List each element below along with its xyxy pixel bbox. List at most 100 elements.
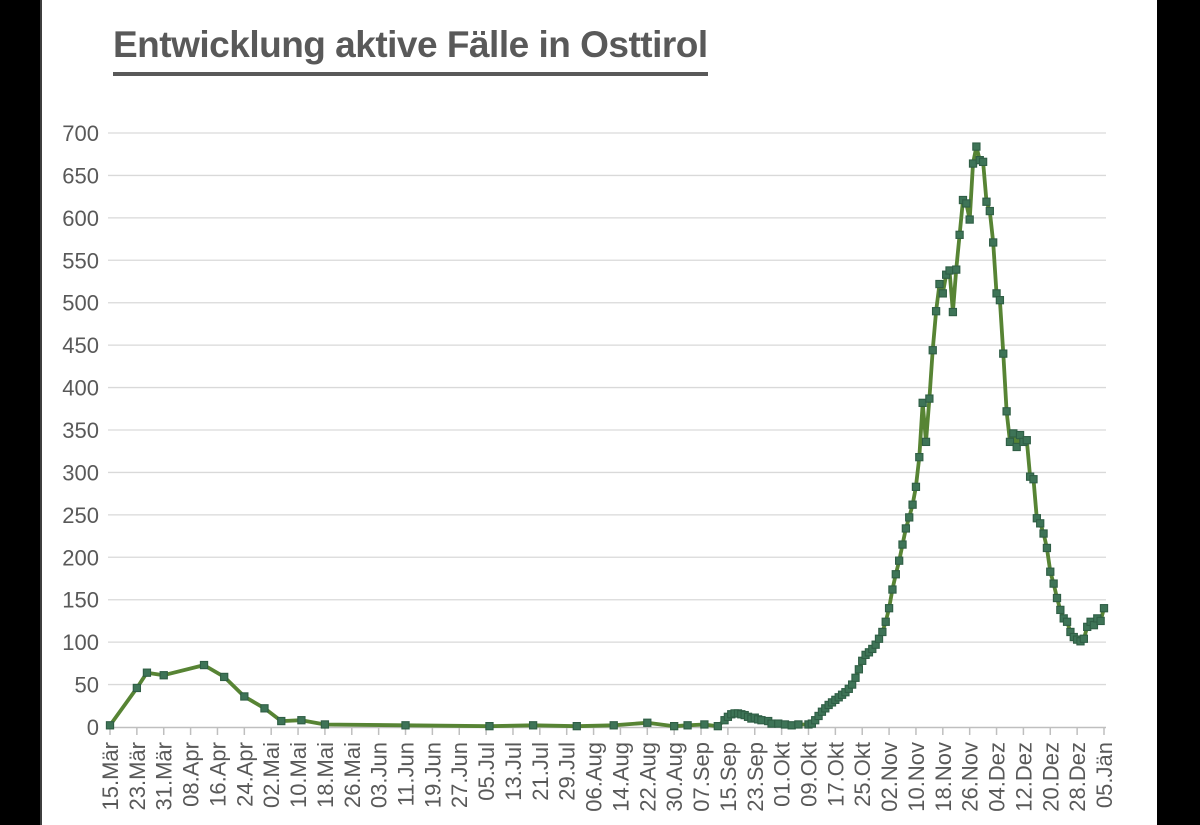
data-point-marker xyxy=(888,585,897,594)
data-point-marker xyxy=(528,721,538,730)
data-point-marker xyxy=(713,722,722,731)
y-axis-labels: 0 50 100 150 200 250 300 350 400 450 500 550 600 650 7… xyxy=(62,121,99,740)
x-tick-label: 17.Okt xyxy=(823,742,848,807)
x-tick-label: 14.Aug xyxy=(608,742,633,812)
series xyxy=(108,144,1106,729)
data-point-marker xyxy=(928,346,937,355)
data-point-marker xyxy=(277,716,286,726)
x-tick-label: 16.Apr xyxy=(205,742,230,807)
data-point-marker xyxy=(972,142,981,151)
data-point-marker xyxy=(962,199,971,208)
x-tick-label: 03.Jun xyxy=(367,742,392,808)
data-point-marker xyxy=(132,683,142,693)
data-point-marker xyxy=(948,307,958,317)
data-point-marker xyxy=(1042,543,1052,553)
x-tick-label: 26.Nov xyxy=(958,742,983,812)
x-tick-label: 23.Sep xyxy=(743,742,768,812)
data-point-marker xyxy=(1009,429,1018,438)
x-tick-label: 10.Mai xyxy=(286,742,311,808)
y-tick-label: 500 xyxy=(62,291,99,316)
data-point-marker xyxy=(878,627,887,637)
x-tick-label: 06.Aug xyxy=(582,742,607,812)
x-axis xyxy=(108,726,1106,735)
data-point-marker xyxy=(105,721,115,730)
data-point-marker xyxy=(260,704,269,713)
y-tick-label: 650 xyxy=(62,163,99,188)
data-point-marker xyxy=(895,556,904,565)
data-point-marker xyxy=(401,721,410,730)
data-point-marker xyxy=(847,680,857,689)
data-point-marker xyxy=(1022,436,1031,445)
data-point-marker xyxy=(670,722,679,731)
x-tick-label: 19.Jun xyxy=(420,742,445,808)
data-point-marker xyxy=(794,720,803,729)
data-point-marker xyxy=(757,716,766,725)
x-tick-label: 18.Nov xyxy=(931,742,956,812)
data-point-marker xyxy=(700,720,709,729)
data-point-marker xyxy=(982,197,991,206)
data-point-marker xyxy=(999,349,1008,358)
x-tick-label: 09.Okt xyxy=(796,742,821,807)
chart-canvas: Entwicklung aktive Fälle in Osttirol 0 50… xyxy=(40,0,1157,825)
series-line xyxy=(108,144,1106,729)
x-tick-label: 26.Mai xyxy=(340,742,365,808)
x-tick-label: 12.Dez xyxy=(1011,742,1036,812)
data-point-marker xyxy=(220,672,229,682)
x-tick-label: 11.Jun xyxy=(394,742,419,806)
data-point-marker xyxy=(240,692,249,701)
x-tick-label: 07.Sep xyxy=(689,742,714,812)
data-point-marker xyxy=(1002,407,1011,416)
data-point-marker xyxy=(199,660,209,670)
data-point-marker xyxy=(931,307,941,316)
data-point-marker xyxy=(921,437,931,447)
data-point-marker xyxy=(643,718,652,727)
y-tick-label: 100 xyxy=(62,630,99,655)
data-point-marker xyxy=(767,719,776,728)
x-tick-label: 10.Nov xyxy=(904,742,929,812)
data-point-marker xyxy=(683,721,692,730)
data-point-marker xyxy=(985,206,994,216)
data-point-marker xyxy=(992,289,1001,298)
x-tick-label: 21.Jul xyxy=(528,742,553,801)
y-tick-label: 300 xyxy=(62,460,99,485)
right-letterbox-bar xyxy=(1157,0,1200,825)
data-point-marker xyxy=(945,266,954,275)
data-point-marker xyxy=(1046,567,1055,576)
data-point-marker xyxy=(915,453,924,462)
data-point-marker xyxy=(1039,529,1048,538)
data-point-marker xyxy=(1079,634,1089,643)
x-tick-label: 29.Jul xyxy=(555,742,580,801)
y-tick-label: 150 xyxy=(62,588,99,613)
x-axis-labels: 15.Mär 23.Mär 31.Mär 08.Apr 16.Apr 24.Apr 02.M… xyxy=(98,742,1117,812)
data-point-marker xyxy=(774,719,783,728)
data-point-marker xyxy=(978,157,988,167)
chart-title: Entwicklung aktive Fälle in Osttirol xyxy=(113,24,708,76)
y-tick-label: 400 xyxy=(62,376,99,401)
x-tick-label: 28.Dez xyxy=(1065,742,1090,812)
data-point-marker xyxy=(851,673,860,682)
x-tick-label: 15.Mär xyxy=(98,742,123,810)
data-point-marker xyxy=(881,617,890,626)
x-tick-label: 02.Nov xyxy=(877,742,902,812)
data-point-marker xyxy=(898,540,907,549)
data-point-marker xyxy=(1049,579,1058,588)
data-point-marker xyxy=(780,720,790,729)
x-tick-label: 23.Mär xyxy=(125,742,150,810)
data-point-marker xyxy=(891,570,900,579)
data-point-marker xyxy=(918,398,927,407)
data-point-marker xyxy=(142,668,152,677)
data-point-marker xyxy=(874,634,884,643)
data-point-marker xyxy=(485,722,494,731)
line-chart: 0 50 100 150 200 250 300 350 400 450 500 550 600 650 7… xyxy=(62,121,1117,812)
y-tick-label: 50 xyxy=(75,673,99,698)
x-tick-label: 01.Okt xyxy=(770,742,795,807)
data-point-marker xyxy=(911,482,921,492)
x-tick-label: 18.Mai xyxy=(313,742,338,808)
y-tick-label: 550 xyxy=(62,248,99,273)
data-point-marker xyxy=(1029,475,1038,484)
x-tick-label: 02.Mai xyxy=(259,742,284,808)
x-tick-label: 31.Mär xyxy=(152,742,177,810)
data-point-marker xyxy=(965,215,974,224)
data-point-marker xyxy=(901,524,911,533)
